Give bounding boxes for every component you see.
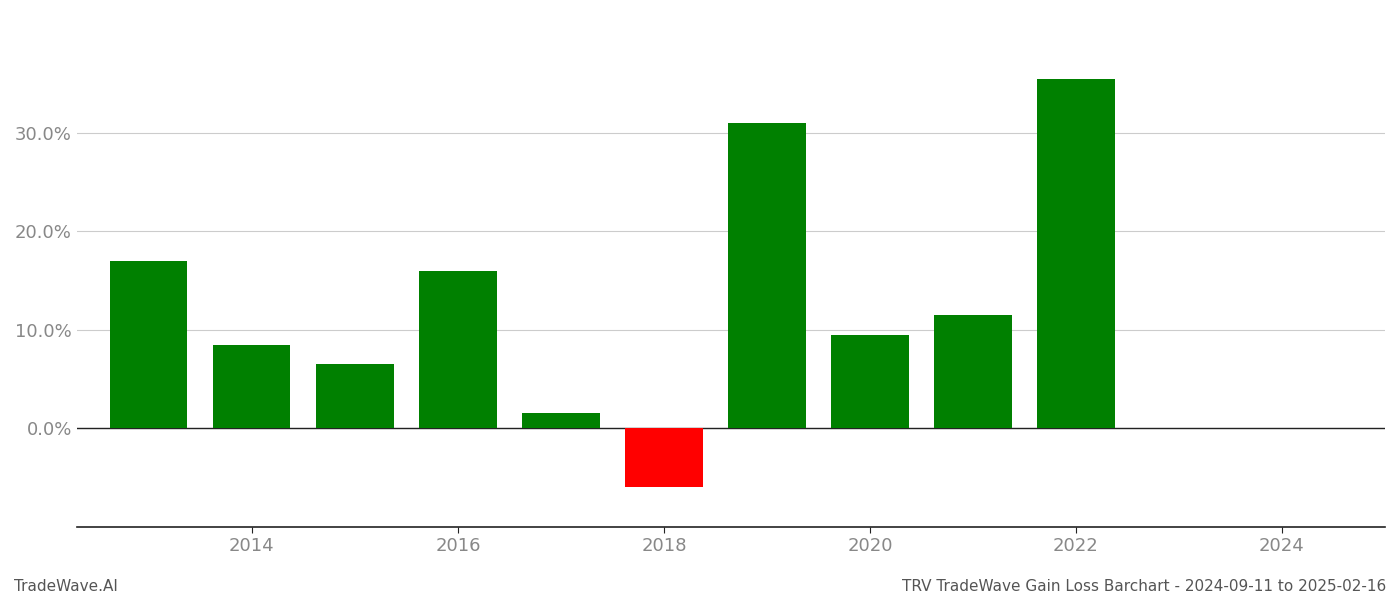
Bar	[522, 413, 599, 428]
Bar	[934, 315, 1012, 428]
Bar	[213, 344, 290, 428]
Text: TRV TradeWave Gain Loss Barchart - 2024-09-11 to 2025-02-16: TRV TradeWave Gain Loss Barchart - 2024-…	[902, 579, 1386, 594]
Text: TradeWave.AI: TradeWave.AI	[14, 579, 118, 594]
Bar	[626, 428, 703, 487]
Bar	[832, 335, 909, 428]
Bar	[316, 364, 393, 428]
Bar	[1037, 79, 1114, 428]
Bar	[728, 123, 805, 428]
Bar	[111, 261, 188, 428]
Bar	[419, 271, 497, 428]
